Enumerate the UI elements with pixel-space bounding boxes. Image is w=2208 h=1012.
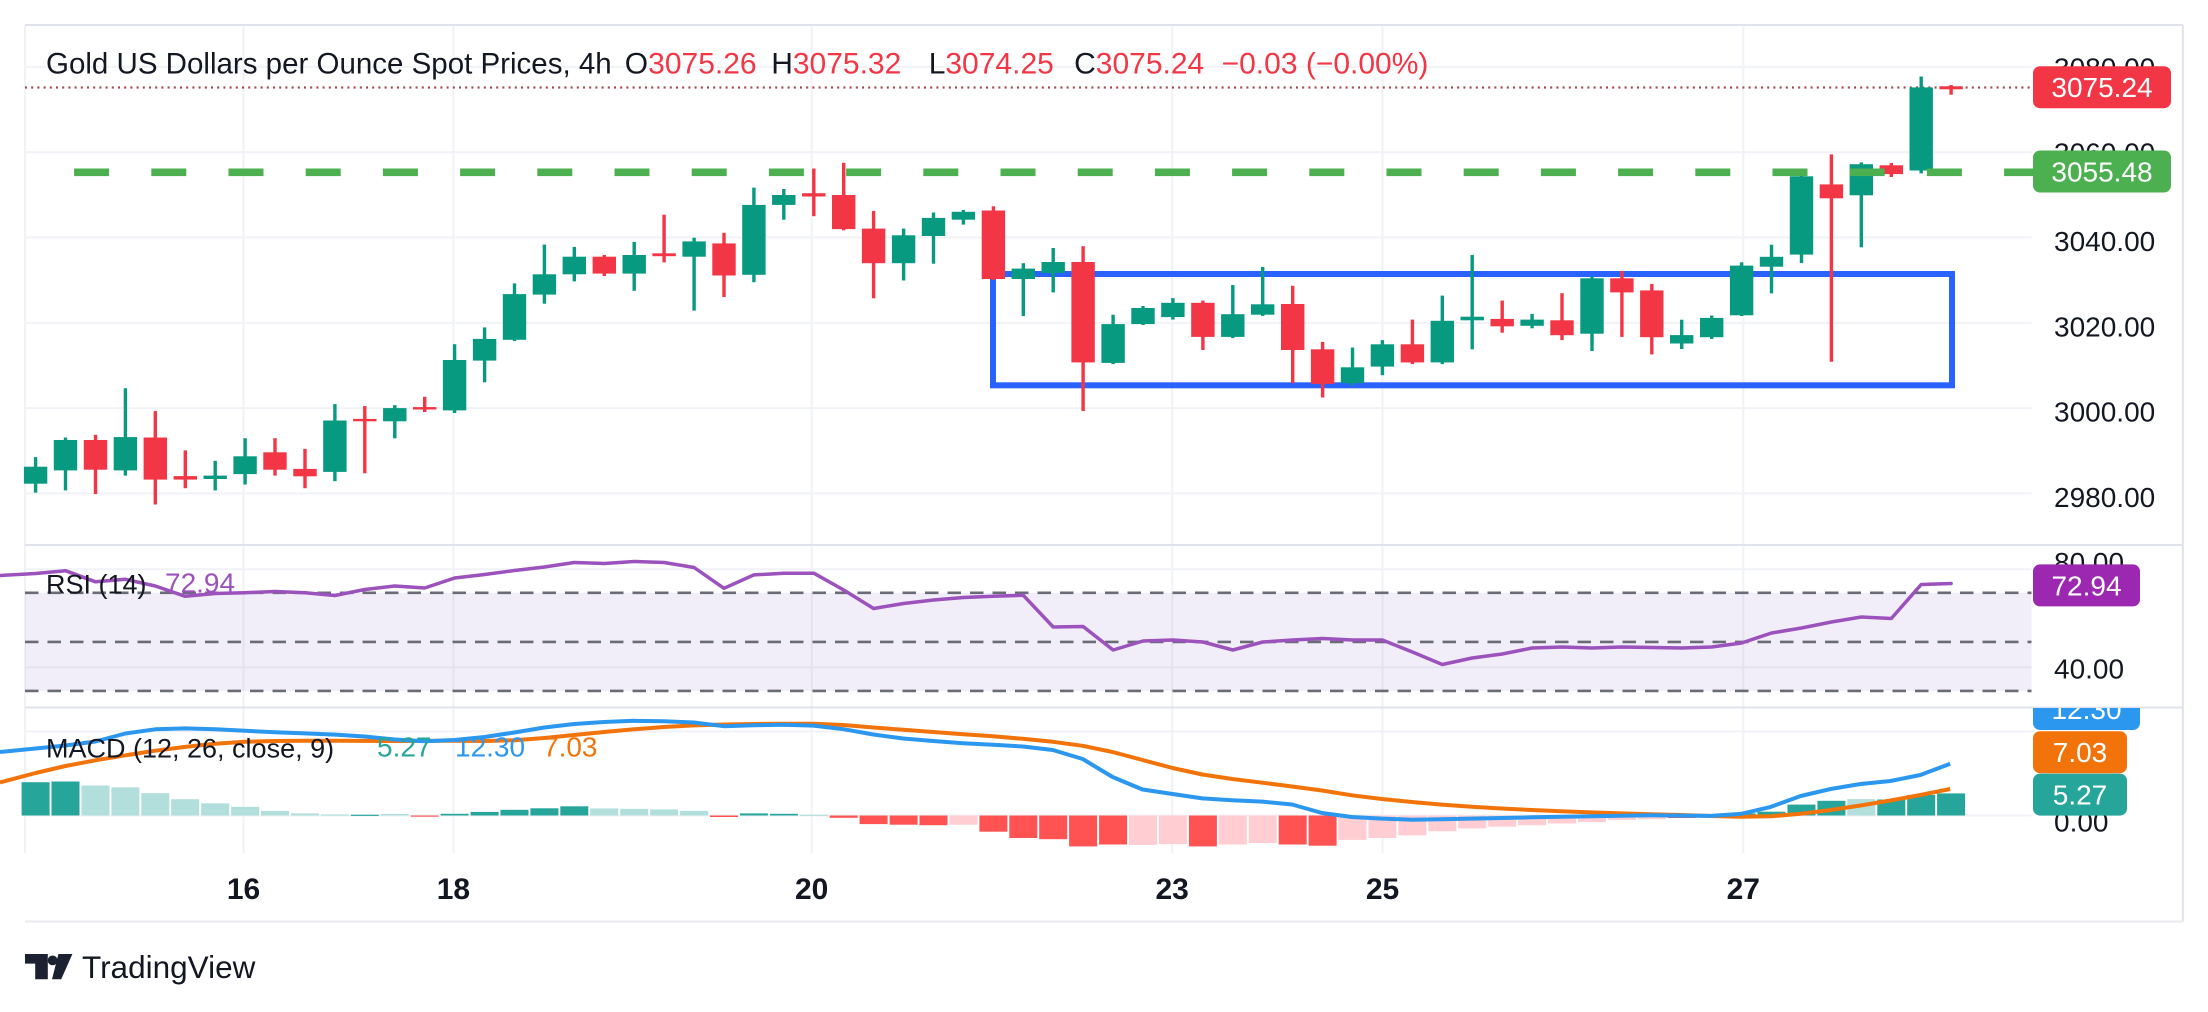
svg-text:TradingView: TradingView — [82, 949, 256, 985]
svg-text:3000.00: 3000.00 — [2054, 397, 2155, 428]
svg-text:O3075.26: O3075.26 — [625, 47, 757, 80]
svg-text:16: 16 — [227, 873, 260, 906]
svg-text:3075.24: 3075.24 — [2051, 72, 2152, 103]
svg-text:Gold US Dollars per Ounce Spot: Gold US Dollars per Ounce Spot Prices, 4… — [46, 48, 612, 81]
svg-text:5.27: 5.27 — [377, 732, 432, 763]
svg-text:72.94: 72.94 — [2051, 570, 2121, 601]
svg-text:7.03: 7.03 — [543, 732, 598, 763]
svg-text:18: 18 — [437, 873, 470, 906]
svg-text:L3074.25: L3074.25 — [929, 47, 1054, 80]
svg-text:12.30: 12.30 — [455, 732, 525, 763]
svg-text:3040.00: 3040.00 — [2054, 226, 2155, 257]
svg-text:7.03: 7.03 — [2053, 737, 2108, 768]
svg-text:C3075.24: C3075.24 — [1074, 47, 1204, 80]
svg-text:H3075.32: H3075.32 — [771, 47, 901, 80]
svg-text:3055.48: 3055.48 — [2051, 157, 2152, 188]
svg-text:MACD (12, 26, close, 9): MACD (12, 26, close, 9) — [46, 734, 334, 764]
svg-text:2980.00: 2980.00 — [2054, 482, 2155, 513]
svg-text:40.00: 40.00 — [2054, 654, 2124, 685]
svg-text:25: 25 — [1366, 873, 1399, 906]
svg-text:3020.00: 3020.00 — [2054, 311, 2155, 342]
svg-text:−0.03 (−0.00%): −0.03 (−0.00%) — [1222, 47, 1429, 80]
svg-text:5.27: 5.27 — [2053, 780, 2108, 811]
svg-text:RSI (14): RSI (14) — [46, 569, 147, 599]
svg-text:72.94: 72.94 — [165, 568, 235, 599]
svg-text:20: 20 — [795, 873, 828, 906]
svg-text:27: 27 — [1727, 873, 1760, 906]
svg-text:23: 23 — [1156, 873, 1189, 906]
svg-text:12.30: 12.30 — [2051, 694, 2121, 725]
